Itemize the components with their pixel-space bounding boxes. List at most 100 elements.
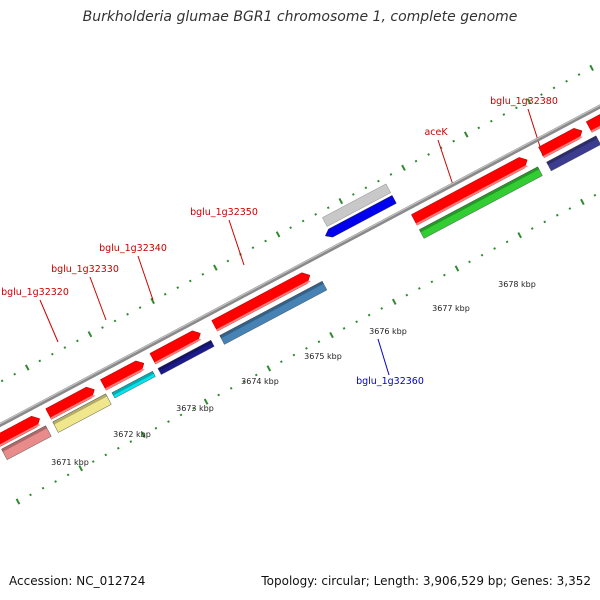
top-row-minor-tick — [430, 280, 434, 284]
bottom-row-major-tick — [463, 131, 469, 138]
map-title: Burkholderia glumae BGR1 chromosome 1, c… — [82, 9, 518, 25]
gene-block-unnamed-1[interactable] — [52, 393, 112, 433]
gene-shade — [1, 425, 48, 452]
top-row-minor-tick — [593, 193, 597, 197]
top-row-minor-tick — [254, 373, 258, 377]
top-row-minor-tick — [405, 293, 409, 297]
leader-bglu_1g32350 — [228, 219, 245, 266]
bottom-row-minor-tick — [201, 272, 205, 276]
gene-shade — [157, 340, 213, 371]
cds-highlight — [105, 368, 145, 391]
leader-bglu_1g32340 — [137, 255, 154, 301]
cds-highlight — [543, 136, 583, 158]
top-row-minor-tick — [317, 340, 321, 344]
gene-label-bglu_1g32350: bglu_1g32350 — [190, 207, 258, 218]
bottom-row-minor-tick — [251, 246, 255, 250]
top-row-minor-tick — [342, 327, 346, 330]
gene-block-bglu_1g32330[interactable] — [111, 370, 156, 399]
gene-label-bglu_1g32320: bglu_1g32320 — [1, 287, 69, 298]
top-row-major-tick — [203, 398, 209, 405]
top-row-major-tick — [454, 265, 460, 272]
top-row-minor-tick — [66, 473, 70, 477]
bottom-row-major-tick — [338, 197, 344, 205]
gene-block-bglu_1g32380[interactable] — [546, 135, 600, 172]
top-row-minor-tick — [242, 380, 246, 384]
bottom-row-minor-tick — [577, 73, 581, 76]
gene-leader-lines — [39, 108, 544, 376]
cds-track[interactable] — [0, 87, 600, 451]
top-row-minor-tick — [29, 493, 32, 497]
top-row-major-tick — [266, 365, 272, 372]
bottom-row-minor-tick — [38, 359, 42, 363]
cds-reverse-block[interactable] — [322, 183, 392, 227]
top-row-minor-tick — [468, 260, 471, 264]
cds-arrow[interactable] — [149, 330, 201, 365]
top-row-minor-tick — [280, 360, 283, 364]
top-row-minor-tick — [41, 486, 45, 490]
ruler-label-3671-kbp: 3671 kbp — [51, 458, 89, 467]
cds-highlight — [154, 338, 202, 364]
top-row-major-tick — [329, 331, 334, 339]
bottom-row-major-tick — [213, 264, 218, 271]
top-row-minor-tick — [417, 287, 421, 290]
top-row-major-tick — [78, 465, 83, 472]
top-row-minor-tick — [380, 307, 384, 310]
bottom-row-major-tick — [87, 331, 93, 338]
bottom-row-minor-tick — [377, 179, 380, 183]
gene-block-bglu_1g32360[interactable] — [324, 195, 397, 238]
top-row-minor-tick — [530, 227, 534, 230]
leader-bglu_1g32360 — [377, 338, 390, 376]
gene-block-bglu_1g32320[interactable] — [1, 425, 52, 461]
ruler-label-3673-kbp: 3673 kbp — [176, 404, 214, 413]
bottom-row-minor-tick — [0, 379, 4, 383]
gene-block-bglu_1g32340[interactable] — [157, 339, 215, 375]
top-row-minor-tick — [555, 213, 559, 217]
cds-arrow[interactable] — [0, 415, 41, 451]
gene-shade — [111, 371, 154, 396]
cds-highlight — [590, 125, 600, 133]
top-row-minor-tick — [543, 220, 547, 224]
gene-block-bglu_1g32350[interactable] — [219, 280, 328, 345]
genome-backbone — [0, 104, 600, 428]
cds-arrow[interactable] — [45, 386, 95, 420]
ruler-labels: 3671 kbp 3672 kbp 3673 kbp 3674 kbp 3675 kbp… — [51, 280, 536, 467]
bottom-tick-row — [0, 64, 594, 383]
bottom-row-minor-tick — [50, 352, 54, 356]
reverse-strand-genes[interactable] — [322, 183, 397, 238]
bottom-row-minor-tick — [188, 279, 192, 283]
bottom-row-minor-tick — [138, 306, 142, 309]
top-row-major-tick — [15, 498, 21, 505]
cds-arrow[interactable] — [211, 272, 311, 332]
top-row-minor-tick — [305, 347, 308, 350]
top-row-minor-tick — [129, 440, 133, 443]
top-row-minor-tick — [355, 320, 358, 324]
bottom-row-minor-tick — [552, 86, 556, 90]
bottom-row-minor-tick — [126, 312, 129, 316]
bottom-row-minor-tick — [289, 226, 292, 230]
topology-text: Topology: circular; Length: 3,906,529 bp… — [261, 574, 591, 588]
top-row-major-tick — [391, 298, 397, 305]
gene-label-bglu_1g32360: bglu_1g32360 — [356, 376, 424, 387]
leader-bglu_1g32320 — [39, 299, 59, 343]
top-row-minor-tick — [104, 453, 108, 457]
cds-highlight — [50, 395, 96, 420]
cds-highlight — [416, 165, 529, 226]
bottom-row-minor-tick — [364, 186, 368, 190]
top-row-minor-tick — [292, 353, 296, 357]
forward-strand-genes[interactable] — [1, 99, 600, 461]
gene-shade — [546, 135, 598, 165]
gene-label-bglu_1g32330: bglu_1g32330 — [51, 264, 119, 275]
top-row-major-tick — [580, 198, 585, 206]
bottom-row-minor-tick — [301, 219, 305, 223]
bottom-row-minor-tick — [502, 113, 506, 116]
gene-block-aceK[interactable] — [418, 166, 543, 239]
top-row-minor-tick — [568, 207, 572, 210]
bottom-row-minor-tick — [264, 239, 267, 243]
bottom-row-minor-tick — [226, 259, 230, 263]
ruler-label-3676-kbp: 3676 kbp — [369, 327, 407, 336]
bottom-row-minor-tick — [540, 93, 543, 96]
bottom-row-minor-tick — [427, 153, 430, 156]
top-row-minor-tick — [179, 413, 183, 417]
top-tick-row — [15, 193, 597, 505]
